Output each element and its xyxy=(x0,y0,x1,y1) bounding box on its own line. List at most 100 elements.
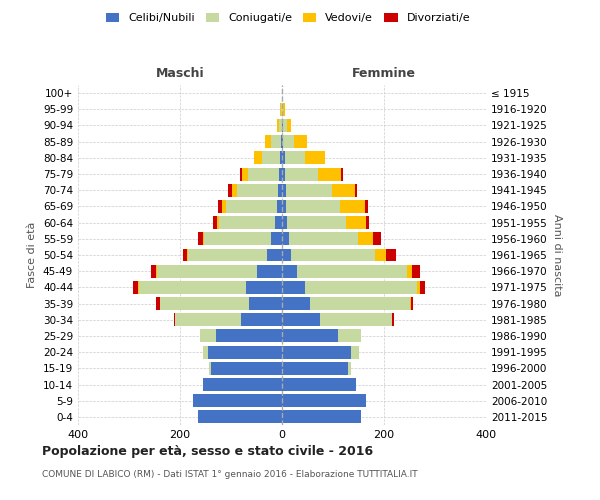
Bar xyxy=(282,362,349,375)
Bar xyxy=(254,152,262,164)
Bar xyxy=(282,346,351,358)
Bar xyxy=(284,168,318,180)
Bar xyxy=(341,168,343,180)
Bar xyxy=(209,362,211,375)
Bar xyxy=(282,248,291,262)
Bar xyxy=(286,184,332,196)
Bar xyxy=(282,314,320,326)
Bar xyxy=(282,330,338,342)
Bar xyxy=(358,232,373,245)
Bar xyxy=(280,152,282,164)
Bar xyxy=(237,184,278,196)
Bar xyxy=(219,216,275,229)
Bar xyxy=(373,232,381,245)
Bar xyxy=(182,248,187,262)
Bar xyxy=(247,281,282,294)
Bar xyxy=(287,216,346,229)
Bar xyxy=(294,135,307,148)
Bar xyxy=(203,346,208,358)
Bar xyxy=(407,264,412,278)
Bar xyxy=(242,168,248,180)
Bar xyxy=(156,264,157,278)
Bar xyxy=(226,200,277,213)
Bar xyxy=(198,410,282,424)
Bar xyxy=(305,152,325,164)
Bar xyxy=(282,232,289,245)
Bar xyxy=(277,200,282,213)
Bar xyxy=(282,410,361,424)
Bar xyxy=(198,232,203,245)
Bar xyxy=(282,297,310,310)
Bar xyxy=(289,232,358,245)
Bar xyxy=(267,248,282,262)
Bar xyxy=(365,200,368,213)
Bar xyxy=(282,168,284,180)
Legend: Celibi/Nubili, Coniugati/e, Vedovi/e, Divorziati/e: Celibi/Nubili, Coniugati/e, Vedovi/e, Di… xyxy=(101,8,475,28)
Bar xyxy=(271,232,282,245)
Bar xyxy=(217,216,219,229)
Bar xyxy=(216,330,282,342)
Bar xyxy=(218,200,222,213)
Bar xyxy=(228,184,232,196)
Bar xyxy=(282,135,283,148)
Bar xyxy=(349,362,351,375)
Bar xyxy=(205,232,271,245)
Bar xyxy=(187,248,188,262)
Text: Femmine: Femmine xyxy=(352,67,416,80)
Bar xyxy=(277,119,280,132)
Bar xyxy=(282,152,284,164)
Bar xyxy=(133,281,138,294)
Bar xyxy=(265,135,271,148)
Text: COMUNE DI LABICO (RM) - Dati ISTAT 1° gennaio 2016 - Elaborazione TUTTITALIA.IT: COMUNE DI LABICO (RM) - Dati ISTAT 1° ge… xyxy=(42,470,418,479)
Bar xyxy=(174,314,175,326)
Bar xyxy=(248,168,279,180)
Bar xyxy=(318,168,341,180)
Bar xyxy=(203,378,282,391)
Bar xyxy=(279,168,282,180)
Bar xyxy=(417,281,420,294)
Bar xyxy=(222,200,226,213)
Bar xyxy=(200,330,216,342)
Bar xyxy=(291,248,376,262)
Bar xyxy=(239,168,242,180)
Bar xyxy=(332,184,355,196)
Bar xyxy=(420,281,425,294)
Bar xyxy=(208,346,282,358)
Bar xyxy=(298,264,407,278)
Bar xyxy=(281,103,282,116)
Bar xyxy=(212,216,217,229)
Bar xyxy=(211,362,282,375)
Bar xyxy=(160,297,249,310)
Bar xyxy=(410,297,413,310)
Bar xyxy=(282,103,283,116)
Bar xyxy=(241,314,282,326)
Bar xyxy=(283,119,287,132)
Bar xyxy=(340,200,365,213)
Bar xyxy=(282,200,286,213)
Bar xyxy=(287,119,290,132)
Bar xyxy=(262,152,280,164)
Bar xyxy=(282,216,287,229)
Bar xyxy=(139,281,247,294)
Bar xyxy=(282,394,366,407)
Bar xyxy=(193,394,282,407)
Y-axis label: Anni di nascita: Anni di nascita xyxy=(551,214,562,296)
Bar xyxy=(188,248,267,262)
Bar xyxy=(271,135,281,148)
Bar xyxy=(278,184,282,196)
Bar xyxy=(366,216,369,229)
Bar xyxy=(284,152,305,164)
Bar xyxy=(249,297,282,310)
Bar xyxy=(282,378,356,391)
Bar xyxy=(310,297,410,310)
Text: Popolazione per età, sesso e stato civile - 2016: Popolazione per età, sesso e stato civil… xyxy=(42,445,373,458)
Bar xyxy=(257,264,282,278)
Bar xyxy=(203,232,205,245)
Bar xyxy=(283,135,294,148)
Text: Maschi: Maschi xyxy=(155,67,205,80)
Bar xyxy=(282,184,286,196)
Bar xyxy=(175,314,241,326)
Bar xyxy=(283,103,284,116)
Bar xyxy=(282,281,305,294)
Bar xyxy=(351,346,359,358)
